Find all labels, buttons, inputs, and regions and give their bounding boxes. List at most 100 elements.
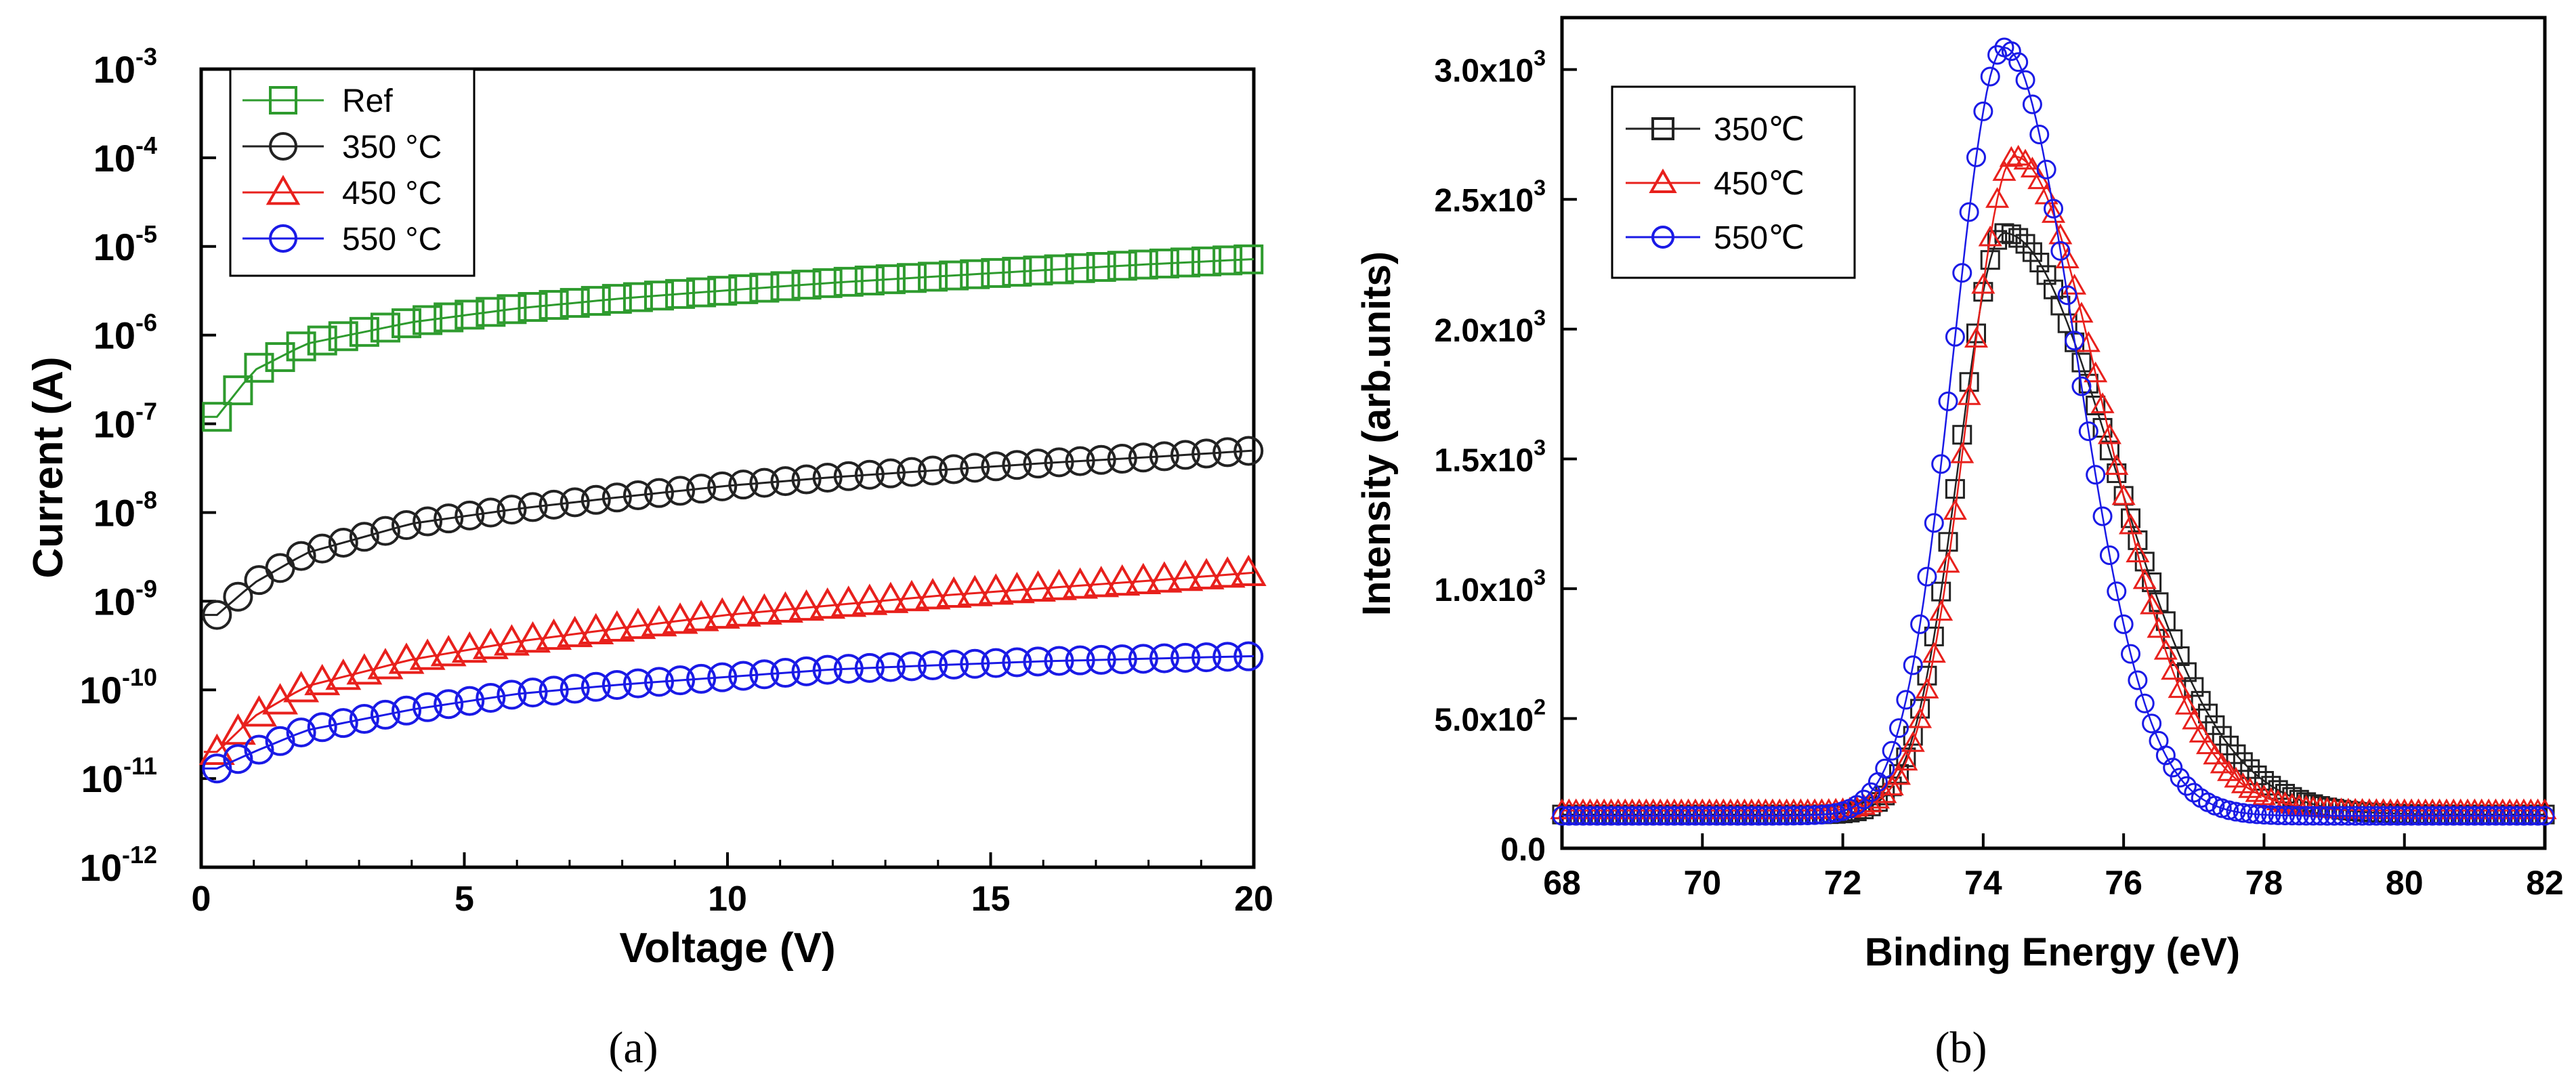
data-point <box>518 678 548 708</box>
data-point <box>2252 784 2276 806</box>
data-point <box>2198 703 2218 724</box>
panel-b-legend: 350℃ 450℃ 550℃ <box>1611 85 1856 279</box>
panel-b-y-tick-label: 2.5x103 <box>1434 175 1546 219</box>
data-point <box>1978 225 2002 247</box>
data-point <box>767 591 803 623</box>
data-point <box>1643 806 1664 826</box>
data-point <box>2324 806 2344 826</box>
data-point <box>791 656 822 686</box>
data-point <box>476 297 506 327</box>
data-point <box>641 605 677 637</box>
data-point <box>1844 795 1869 817</box>
data-point <box>2219 800 2239 820</box>
data-point <box>1233 244 1264 274</box>
data-point <box>1861 782 1881 802</box>
data-point <box>1233 436 1264 466</box>
data-point <box>2366 806 2386 826</box>
series-350 <box>1552 223 2555 825</box>
data-point <box>286 541 316 571</box>
panel-a-x-axis-title: Voltage (V) <box>619 925 835 972</box>
data-point <box>1950 442 1975 463</box>
data-point <box>1664 806 1685 826</box>
panel-a: 0 5 10 15 20 10-310-410-510-610-710-810-910-… <box>25 43 1273 1073</box>
data-point <box>2289 806 2309 826</box>
data-point <box>2205 715 2225 735</box>
data-point <box>833 461 864 491</box>
data-point <box>893 579 930 612</box>
data-point <box>434 503 464 534</box>
data-point <box>875 264 906 295</box>
data-point <box>1107 644 1137 675</box>
data-point <box>2380 806 2401 826</box>
data-point <box>601 669 632 700</box>
data-point <box>1994 223 2014 243</box>
legend-marker <box>269 86 297 115</box>
data-point <box>328 321 358 352</box>
data-point <box>1167 559 1204 591</box>
data-point <box>202 600 232 630</box>
data-point <box>2345 806 2365 826</box>
panel-b-x-tick-labels: 68 70 72 74 76 78 80 82 <box>1543 864 2564 902</box>
data-point <box>2401 806 2422 826</box>
data-point <box>198 733 235 765</box>
data-point <box>875 458 906 488</box>
legend-label: Ref <box>342 83 393 119</box>
data-point <box>1910 614 1930 634</box>
data-point <box>2147 617 2171 638</box>
panel-b-y-tick-label: 2.0x103 <box>1434 306 1546 349</box>
panel-b-series <box>1550 37 2557 826</box>
data-point <box>686 474 717 504</box>
data-point <box>749 659 780 690</box>
legend-label: 350℃ <box>1714 112 1804 148</box>
data-point <box>2161 659 2185 680</box>
data-point <box>1573 806 1593 826</box>
data-point <box>1882 741 1902 761</box>
data-point <box>1002 647 1032 678</box>
data-point <box>1023 449 1053 479</box>
data-point <box>2338 806 2359 826</box>
data-point <box>2507 806 2527 826</box>
data-point <box>1973 101 1993 121</box>
data-point <box>307 325 337 356</box>
data-point <box>223 581 253 612</box>
data-point <box>1943 499 1967 520</box>
data-point <box>202 402 232 432</box>
data-point <box>2001 41 2021 61</box>
data-point <box>1622 806 1643 826</box>
data-point <box>1875 758 1895 778</box>
data-point <box>1931 454 1951 474</box>
data-point <box>686 663 717 694</box>
data-point <box>2182 708 2206 730</box>
data-point <box>2394 806 2415 826</box>
data-point <box>1825 803 1846 823</box>
data-point <box>2044 199 2063 219</box>
data-point <box>1896 690 1916 710</box>
data-point <box>998 571 1035 604</box>
panel-a-y-tick-label: 10-5 <box>93 220 157 268</box>
data-point <box>1957 384 1981 405</box>
data-point <box>833 266 864 297</box>
data-point <box>1741 806 1762 826</box>
data-point <box>1212 245 1243 276</box>
data-point <box>707 276 738 306</box>
data-point <box>307 712 337 743</box>
data-point <box>451 631 488 663</box>
panel-a-x-tick-labels: 0 5 10 15 20 <box>192 879 1273 919</box>
data-point <box>2057 285 2077 306</box>
data-point <box>265 342 295 373</box>
panel-b-x-tick-label: 80 <box>2386 864 2424 902</box>
data-point <box>1023 255 1053 286</box>
data-point <box>851 583 888 615</box>
data-point <box>2071 376 2092 396</box>
data-point <box>2422 806 2443 826</box>
data-point <box>1671 806 1691 826</box>
data-point <box>1212 437 1243 467</box>
data-point <box>392 308 422 339</box>
data-point <box>434 689 464 720</box>
data-point <box>2387 806 2407 826</box>
data-point <box>788 589 824 621</box>
data-point <box>683 600 719 631</box>
data-point <box>2128 670 2148 690</box>
legend-marker <box>266 175 301 205</box>
data-point <box>2443 806 2464 826</box>
